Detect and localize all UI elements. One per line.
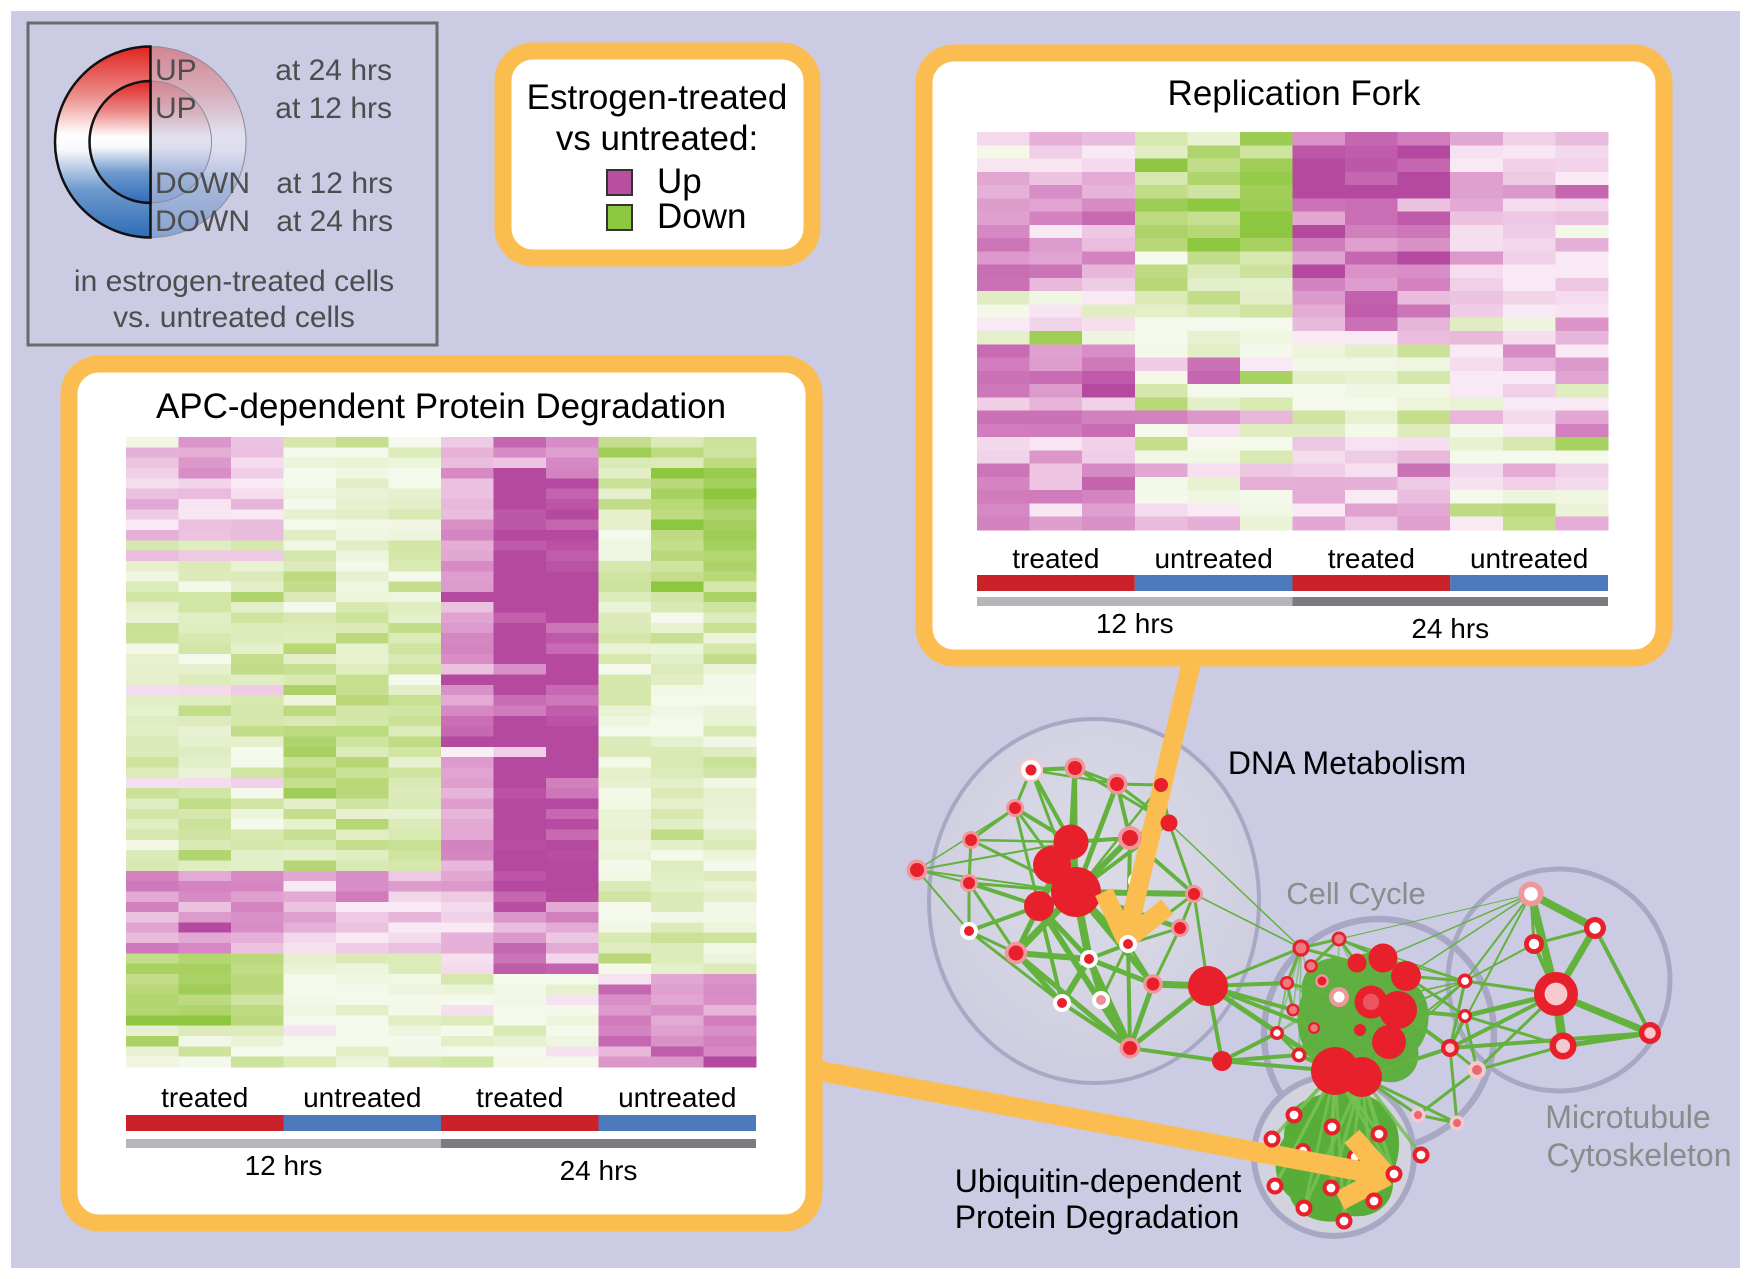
svg-text:Estrogen-treated: Estrogen-treated	[527, 78, 788, 117]
svg-text:UP: UP	[155, 54, 197, 87]
svg-text:Replication Fork: Replication Fork	[1168, 74, 1421, 113]
svg-text:DNA Metabolism: DNA Metabolism	[1228, 745, 1466, 781]
svg-text:APC-dependent Protein Degradat: APC-dependent Protein Degradation	[156, 387, 726, 426]
svg-text:Up: Up	[657, 162, 702, 201]
svg-text:untreated: untreated	[303, 1082, 421, 1113]
svg-text:at 12 hrs: at 12 hrs	[276, 167, 393, 200]
svg-text:DOWN: DOWN	[155, 167, 250, 200]
svg-text:12 hrs: 12 hrs	[1096, 608, 1174, 639]
svg-text:untreated: untreated	[618, 1082, 736, 1113]
svg-text:Down: Down	[657, 197, 746, 236]
svg-text:untreated: untreated	[1154, 543, 1272, 574]
svg-text:UP: UP	[155, 92, 197, 125]
svg-text:vs. untreated cells: vs. untreated cells	[113, 301, 355, 334]
svg-text:in estrogen-treated cells: in estrogen-treated cells	[74, 265, 394, 298]
svg-text:at 12 hrs: at 12 hrs	[275, 92, 392, 125]
svg-text:treated: treated	[1328, 543, 1415, 574]
svg-text:treated: treated	[161, 1082, 248, 1113]
svg-text:Ubiquitin-dependent: Ubiquitin-dependent	[955, 1163, 1242, 1199]
svg-text:Cytoskeleton: Cytoskeleton	[1547, 1137, 1732, 1173]
svg-text:DOWN: DOWN	[155, 205, 250, 238]
svg-text:Cell Cycle: Cell Cycle	[1286, 876, 1426, 911]
svg-text:Protein Degradation: Protein Degradation	[955, 1199, 1240, 1235]
svg-text:treated: treated	[476, 1082, 563, 1113]
svg-text:Microtubule: Microtubule	[1545, 1099, 1710, 1135]
svg-text:at 24 hrs: at 24 hrs	[276, 205, 393, 238]
svg-text:untreated: untreated	[1470, 543, 1588, 574]
svg-text:at 24 hrs: at 24 hrs	[275, 54, 392, 87]
svg-text:treated: treated	[1012, 543, 1099, 574]
svg-text:vs untreated:: vs untreated:	[556, 119, 758, 158]
svg-text:12 hrs: 12 hrs	[245, 1150, 323, 1181]
svg-text:24 hrs: 24 hrs	[1411, 613, 1489, 644]
svg-text:24 hrs: 24 hrs	[560, 1155, 638, 1186]
